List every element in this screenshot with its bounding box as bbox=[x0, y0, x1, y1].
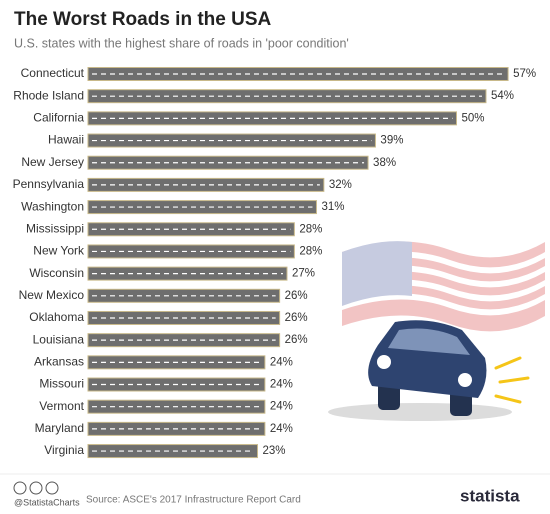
category-label: Pennsylvania bbox=[13, 177, 85, 191]
chart-title: The Worst Roads in the USA bbox=[14, 9, 272, 30]
brand-logo: statista bbox=[460, 486, 520, 505]
category-label: Missouri bbox=[39, 377, 84, 391]
value-label: 27% bbox=[292, 268, 315, 280]
value-label: 24% bbox=[270, 356, 293, 368]
car-illustration bbox=[328, 320, 530, 421]
value-label: 50% bbox=[462, 112, 485, 124]
bar bbox=[87, 89, 487, 104]
flag-illustration bbox=[342, 241, 545, 332]
value-label: 28% bbox=[299, 245, 322, 257]
category-label: Louisiana bbox=[33, 332, 85, 346]
category-label: Wisconsin bbox=[29, 266, 84, 280]
value-label: 26% bbox=[285, 312, 308, 324]
bar bbox=[87, 266, 288, 281]
chart-subtitle: U.S. states with the highest share of ro… bbox=[14, 36, 349, 50]
source: Source: ASCE's 2017 Infrastructure Repor… bbox=[86, 495, 301, 506]
bar bbox=[87, 444, 259, 459]
value-label: 38% bbox=[373, 157, 396, 169]
category-label: Hawaii bbox=[48, 133, 84, 147]
value-label: 24% bbox=[270, 423, 293, 435]
value-label: 26% bbox=[285, 290, 308, 302]
category-label: New York bbox=[33, 244, 85, 258]
value-label: 23% bbox=[263, 445, 286, 457]
value-label: 26% bbox=[285, 334, 308, 346]
value-label: 28% bbox=[299, 223, 322, 235]
value-label: 24% bbox=[270, 401, 293, 413]
category-label: Mississippi bbox=[26, 221, 84, 235]
category-label: Rhode Island bbox=[13, 88, 84, 102]
value-label: 54% bbox=[491, 90, 514, 102]
value-label: 39% bbox=[380, 135, 403, 147]
license-icons bbox=[13, 481, 59, 495]
category-label: Virginia bbox=[44, 443, 84, 457]
value-label: 57% bbox=[513, 68, 536, 80]
category-label: Oklahoma bbox=[29, 310, 84, 324]
category-label: California bbox=[33, 111, 84, 125]
category-label: New Jersey bbox=[21, 155, 84, 169]
category-label: Maryland bbox=[35, 421, 84, 435]
value-label: 24% bbox=[270, 379, 293, 391]
value-label: 31% bbox=[321, 201, 344, 213]
value-label: 32% bbox=[329, 179, 352, 191]
category-label: Washington bbox=[21, 199, 84, 213]
bar bbox=[87, 177, 325, 192]
category-label: Vermont bbox=[39, 399, 84, 413]
category-label: Arkansas bbox=[34, 355, 84, 369]
category-label: New Mexico bbox=[19, 288, 85, 302]
category-label: Connecticut bbox=[21, 66, 85, 80]
credit: @StatistaCharts bbox=[14, 497, 80, 507]
bar bbox=[87, 67, 509, 81]
